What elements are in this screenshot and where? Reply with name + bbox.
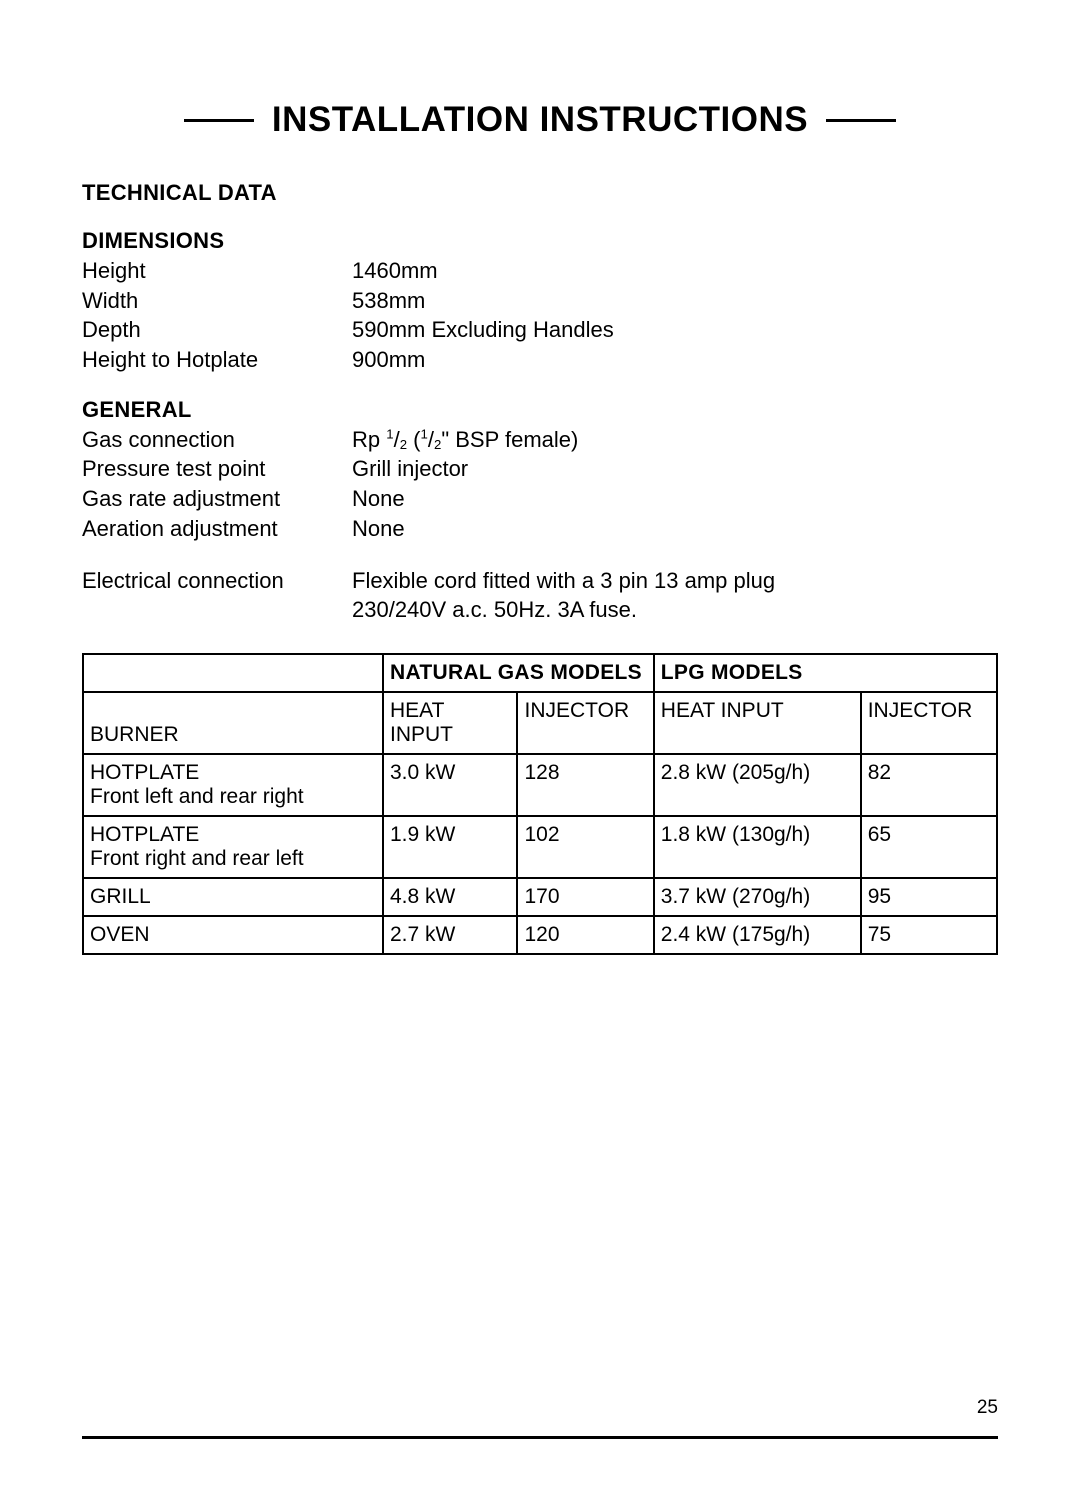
- burner-line1: GRILL: [90, 885, 374, 909]
- gen-label: Pressure test point: [82, 454, 352, 484]
- burner-line1: OVEN: [90, 923, 374, 947]
- burner-cell: OVEN: [83, 916, 383, 954]
- ng-heat-cell: 3.0 kW: [383, 754, 517, 816]
- dim-label: Depth: [82, 315, 352, 345]
- gen-label: Gas rate adjustment: [82, 484, 352, 514]
- group-header-lpg: LPG MODELS: [654, 654, 997, 692]
- dim-value: 538mm: [352, 286, 998, 316]
- burner-cell: HOTPLATE Front left and rear right: [83, 754, 383, 816]
- dim-value: 900mm: [352, 345, 998, 375]
- title-rule-left: [184, 119, 254, 122]
- bottom-rule: [82, 1436, 998, 1439]
- empty-header-cell: [83, 654, 383, 692]
- dim-label: Height to Hotplate: [82, 345, 352, 375]
- ng-inj-cell: 102: [517, 816, 653, 878]
- lpg-inj-cell: 75: [861, 916, 997, 954]
- ng-inj-cell: 170: [517, 878, 653, 916]
- table-row: OVEN 2.7 kW 120 2.4 kW (175g/h) 75: [83, 916, 997, 954]
- title-rule-right: [826, 119, 896, 122]
- general-list: Gas connection Rp 1/2 (1/2" BSP female) …: [82, 425, 998, 544]
- page-number: 25: [977, 1397, 998, 1419]
- ng-heat-cell: 1.9 kW: [383, 816, 517, 878]
- burner-line1: HOTPLATE: [90, 761, 374, 785]
- dim-label: Width: [82, 286, 352, 316]
- group-header-lpg-label: LPG MODELS: [661, 661, 803, 684]
- lpg-heat-cell: 1.8 kW (130g/h): [654, 816, 861, 878]
- lpg-heat-cell: 2.8 kW (205g/h): [654, 754, 861, 816]
- dim-value: 590mm Excluding Handles: [352, 315, 998, 345]
- subheading-dimensions: DIMENSIONS: [82, 228, 998, 254]
- group-header-ng-label: NATURAL GAS MODELS: [390, 661, 642, 684]
- gen-value: None: [352, 484, 998, 514]
- dimensions-row: Width 538mm: [82, 286, 998, 316]
- lpg-inj-cell: 95: [861, 878, 997, 916]
- sub-header-lpg-heat: HEAT INPUT: [654, 692, 861, 754]
- section-heading-technical-data: TECHNICAL DATA: [82, 180, 998, 206]
- sub-header-ng-injector: INJECTOR: [517, 692, 653, 754]
- ng-heat-cell: 2.7 kW: [383, 916, 517, 954]
- page-title: INSTALLATION INSTRUCTIONS: [272, 100, 808, 140]
- burner-line2: Front left and rear right: [90, 785, 374, 809]
- dim-label: Height: [82, 256, 352, 286]
- sub-header-ng-heat: HEAT INPUT: [383, 692, 517, 754]
- title-row: INSTALLATION INSTRUCTIONS: [82, 100, 998, 140]
- electrical-line2: 230/240V a.c. 50Hz. 3A fuse.: [352, 595, 998, 625]
- ng-inj-cell: 128: [517, 754, 653, 816]
- group-header-ng: NATURAL GAS MODELS: [383, 654, 654, 692]
- table-header-row-2: BURNER HEAT INPUT INJECTOR HEAT INPUT IN…: [83, 692, 997, 754]
- general-row: Pressure test point Grill injector: [82, 454, 998, 484]
- burner-cell: GRILL: [83, 878, 383, 916]
- general-row: Gas rate adjustment None: [82, 484, 998, 514]
- lpg-heat-cell: 3.7 kW (270g/h): [654, 878, 861, 916]
- sub-header-lpg-injector: INJECTOR: [861, 692, 997, 754]
- gen-value: None: [352, 514, 998, 544]
- table-header-row-1: NATURAL GAS MODELS LPG MODELS: [83, 654, 997, 692]
- electrical-block: Electrical connection Flexible cord fitt…: [82, 566, 998, 625]
- lpg-inj-cell: 82: [861, 754, 997, 816]
- dimensions-row: Height to Hotplate 900mm: [82, 345, 998, 375]
- dimensions-row: Height 1460mm: [82, 256, 998, 286]
- lpg-inj-cell: 65: [861, 816, 997, 878]
- electrical-row: Electrical connection Flexible cord fitt…: [82, 566, 998, 625]
- gen-value: Grill injector: [352, 454, 998, 484]
- gen-value: Rp 1/2 (1/2" BSP female): [352, 425, 998, 455]
- table-row: HOTPLATE Front right and rear left 1.9 k…: [83, 816, 997, 878]
- electrical-value: Flexible cord fitted with a 3 pin 13 amp…: [352, 566, 998, 625]
- general-row: Gas connection Rp 1/2 (1/2" BSP female): [82, 425, 998, 455]
- burner-line1: HOTPLATE: [90, 823, 374, 847]
- electrical-line1: Flexible cord fitted with a 3 pin 13 amp…: [352, 568, 775, 593]
- ng-heat-cell: 4.8 kW: [383, 878, 517, 916]
- lpg-heat-cell: 2.4 kW (175g/h): [654, 916, 861, 954]
- subheading-general: GENERAL: [82, 397, 998, 423]
- burner-header: BURNER: [83, 692, 383, 754]
- burner-cell: HOTPLATE Front right and rear left: [83, 816, 383, 878]
- table-row: GRILL 4.8 kW 170 3.7 kW (270g/h) 95: [83, 878, 997, 916]
- electrical-label: Electrical connection: [82, 566, 352, 625]
- gen-label: Aeration adjustment: [82, 514, 352, 544]
- page: INSTALLATION INSTRUCTIONS TECHNICAL DATA…: [0, 0, 1080, 1015]
- spec-table: NATURAL GAS MODELS LPG MODELS BURNER HEA…: [82, 653, 998, 955]
- ng-inj-cell: 120: [517, 916, 653, 954]
- burner-line2: Front right and rear left: [90, 847, 374, 871]
- dim-value: 1460mm: [352, 256, 998, 286]
- gen-label: Gas connection: [82, 425, 352, 455]
- general-row: Aeration adjustment None: [82, 514, 998, 544]
- table-row: HOTPLATE Front left and rear right 3.0 k…: [83, 754, 997, 816]
- dimensions-row: Depth 590mm Excluding Handles: [82, 315, 998, 345]
- spec-table-wrap: NATURAL GAS MODELS LPG MODELS BURNER HEA…: [82, 653, 998, 955]
- dimensions-list: Height 1460mm Width 538mm Depth 590mm Ex…: [82, 256, 998, 375]
